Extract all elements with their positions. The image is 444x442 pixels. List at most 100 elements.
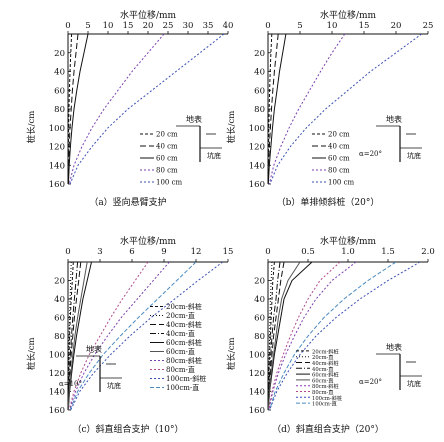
legend-label: 40cm-斜桩 [166,320,202,329]
legend-label: 20 cm [156,131,178,139]
y-tick-label: 40 [254,68,265,78]
panel-a: 水平位移/mm 0 5 10 15 20 25 30 35 40 20 40 60 80 100 120 140… [26,9,233,208]
series-line [268,262,285,410]
series-line [69,262,170,410]
x-tick-label: 10 [327,21,338,31]
y-tick-label: 140 [49,388,65,398]
series-line [69,262,197,410]
legend-label: 100cm-直 [166,383,199,392]
x-tick-label: 15 [359,21,370,31]
legend-label: 60cm-直 [166,347,195,356]
pit-bottom-label: 坑底 [407,151,421,160]
series-line [269,262,421,410]
legend-label: 100 cm [156,179,183,187]
legend-label: 100cm-斜桩 [312,394,342,402]
y-tick-label: 60 [54,86,65,96]
series-line [70,262,224,410]
x-tick-label: 12 [191,247,202,257]
legend-label: 80cm-斜桩 [312,382,339,390]
series-line [268,262,273,410]
y-tick-label: 40 [254,295,265,305]
x-axis-title: 水平位移/mm [320,9,377,21]
y-tick-label: 140 [249,388,265,398]
y-tick-label: 40 [54,68,65,78]
legend-label: 100 cm [328,179,355,187]
y-tick-label: 80 [54,332,65,342]
plot-area [68,34,225,184]
legend-label: 100cm-斜桩 [166,374,206,383]
series-line [268,262,357,410]
legend-label: 20cm-斜桩 [166,302,202,311]
x-tick-label: 0 [265,247,270,257]
series-line [68,262,72,410]
y-axis-label: 桩长/cm [26,111,37,144]
y-tick-label: 60 [254,86,265,96]
y-tick-label: 20 [254,277,265,287]
legend-label: 40 cm [328,143,350,151]
y-tick-label: 120 [249,369,265,379]
y-tick-label: 140 [249,161,265,171]
x-tick-label: 10 [103,21,114,31]
angle-label: α=20° [359,378,382,386]
angle-label: α=10° [59,380,82,388]
legend-label: 20 cm [328,131,350,139]
series-line [268,34,346,184]
x-tick-label: 30 [183,21,194,31]
legend-label: 80 cm [156,167,178,175]
series-line [268,262,301,410]
x-tick-label: 15 [223,247,234,257]
legend-label: 40cm-直 [166,329,195,338]
legend-label: 60cm-斜桩 [166,338,202,347]
panel-d: 水平位移/mm 0 0.5 1.0 1.5 2.0 20 40 60 80 100 120 140 160… [226,235,435,435]
x-tick-label: 35 [203,21,214,31]
y-tick-label: 80 [254,105,265,115]
y-axis-label: 桩长/cm [226,111,237,144]
series-line [68,34,79,184]
x-tick-label: 0 [65,21,70,31]
legend-label: 60cm-斜桩 [312,371,339,379]
y-tick-label: 120 [249,143,265,153]
y-tick-label: 160 [49,180,65,190]
legend: 20 cm 40 cm 60 cm 80 cm 100 cm [140,131,183,187]
x-tick-label: 40 [223,21,234,31]
x-tick-label: 3 [97,247,102,257]
y-axis-label: 桩长/cm [26,337,37,370]
angle-label: α=20° [359,150,382,158]
series-line [68,34,89,184]
legend-label: 20cm-直 [312,353,334,361]
y-tick-label: 80 [54,105,65,115]
panel-b: 水平位移/mm 0 5 10 15 20 25 20 40 60 80 100 120 140 160 桩长/… [226,9,433,208]
panel-caption: （d）斜直组合支护（20°） [272,423,384,435]
x-tick-label: 5 [85,21,90,31]
pit-bottom-label: 坑底 [407,379,421,388]
legend-label: 80 cm [328,167,350,175]
legend-label: 80cm-直 [312,388,334,396]
x-tick-label: 0.5 [301,247,315,257]
series-line [269,34,422,184]
legend: 20cm-斜桩20cm-直40cm-斜桩40cm-直60cm-斜桩60cm-直8… [150,302,206,392]
x-axis-title: 水平位移/mm [120,235,177,247]
legend-label: 40cm-直 [312,365,334,373]
legend-label: 40cm-斜桩 [312,359,339,367]
series-line [268,262,281,410]
legend-label: 80cm-斜桩 [166,356,202,365]
ground-surface-label: 地表 [186,114,202,124]
legend-label: 100cm-直 [312,400,337,408]
x-tick-label: 2.0 [421,247,435,257]
panel-c: 水平位移/mm 0 3 6 9 12 15 20 40 60 80 100 120 140 160 桩长/cm… [26,235,233,435]
legend-label: 60 cm [156,155,178,163]
legend: 20cm-斜桩20cm-直40cm-斜桩40cm-直60cm-斜桩60cm-直8… [296,347,342,408]
ground-surface-label: 地表 [86,344,102,354]
y-tick-label: 20 [54,49,65,59]
series-line [68,34,73,184]
x-tick-label: 25 [423,21,434,31]
x-tick-label: 6 [129,247,134,257]
series-line [69,34,225,184]
x-tick-label: 20 [391,21,402,31]
legend: 20 cm 40 cm 60 cm 80 cm 100 cm [312,131,355,187]
legend-label: 20cm-斜桩 [312,347,339,355]
x-tick-label: 0 [265,21,270,31]
